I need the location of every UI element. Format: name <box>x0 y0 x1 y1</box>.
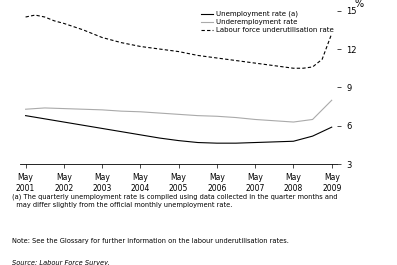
Text: Note: See the Glossary for further information on the labour underutilisation ra: Note: See the Glossary for further infor… <box>12 238 289 245</box>
Text: %: % <box>355 0 364 9</box>
Legend: Unemployment rate (a), Underemployment rate, Labour force underutilisation rate: Unemployment rate (a), Underemployment r… <box>201 11 334 33</box>
Text: (a) The quarterly unemployment rate is compiled using data collected in the quar: (a) The quarterly unemployment rate is c… <box>12 193 337 208</box>
Text: Source: Labour Force Survey.: Source: Labour Force Survey. <box>12 260 110 265</box>
